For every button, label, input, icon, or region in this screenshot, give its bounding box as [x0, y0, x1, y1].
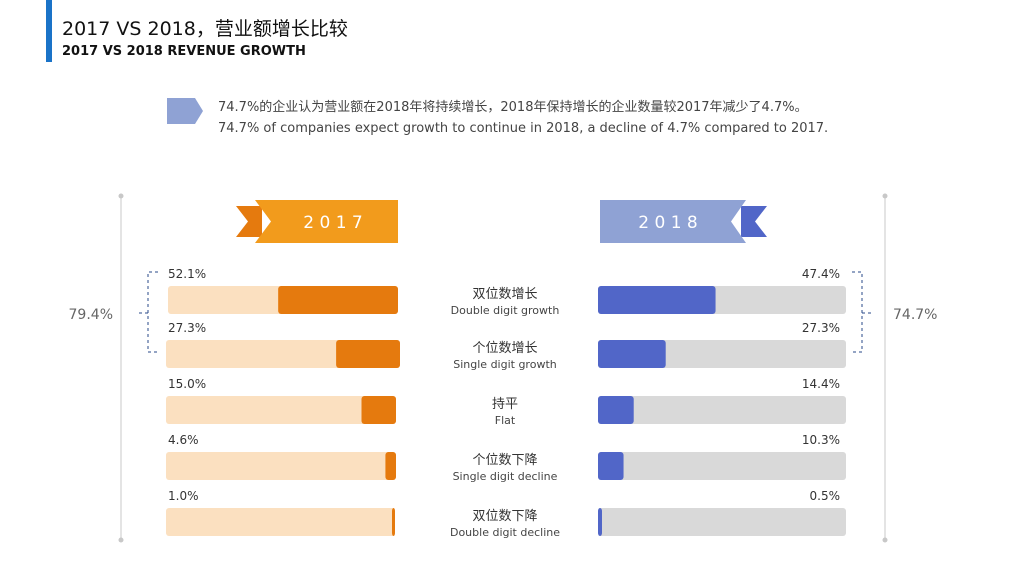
- page-title: 2017 VS 2018，营业额增长比较: [62, 18, 348, 40]
- bar-2017: [278, 286, 398, 314]
- data-label-2017: 4.6%: [168, 433, 199, 447]
- note-text-en: 74.7% of companies expect growth to cont…: [218, 121, 829, 136]
- category-label-en: Double digit growth: [451, 304, 560, 317]
- ruler-end-dot: [882, 193, 888, 199]
- bar-2018: [598, 508, 602, 536]
- category-label-zh: 双位数增长: [472, 287, 537, 302]
- note-text-zh: 74.7%的企业认为营业额在2018年将持续增长，2018年保持增长的企业数量较…: [218, 100, 808, 115]
- category-label-en: Single digit growth: [453, 358, 557, 371]
- bar-track-2018: [598, 396, 846, 424]
- banner-2017-tail-icon: [236, 206, 262, 237]
- banner-2018-tail-icon: [741, 206, 767, 237]
- ruler-end-dot: [118, 537, 124, 543]
- banner-2017-label: 2 0 1 7: [303, 213, 362, 233]
- bar-track-2018: [598, 452, 846, 480]
- data-label-2018: 10.3%: [802, 433, 840, 447]
- banner-2018: [600, 200, 746, 243]
- title-accent-bar: [46, 0, 52, 62]
- data-label-2018: 27.3%: [802, 321, 840, 335]
- bar-2018: [598, 340, 666, 368]
- data-label-2018: 14.4%: [802, 377, 840, 391]
- data-label-2017: 27.3%: [168, 321, 206, 335]
- category-label-zh: 双位数下降: [472, 509, 537, 524]
- banner-2017: [255, 200, 398, 243]
- bar-2017: [361, 396, 396, 424]
- data-label-2017: 1.0%: [168, 489, 199, 503]
- total-2017-label: 79.4%: [69, 307, 113, 323]
- bar-2017: [336, 340, 400, 368]
- bar-2017: [392, 508, 395, 536]
- bar-track-2017: [166, 452, 396, 480]
- category-label-zh: 个位数增长: [472, 341, 537, 356]
- category-label-en: Flat: [495, 414, 516, 427]
- bar-2018: [598, 286, 716, 314]
- ruler-end-dot: [882, 537, 888, 543]
- page-subtitle: 2017 VS 2018 REVENUE GROWTH: [62, 44, 306, 59]
- bar-track-2018: [598, 508, 846, 536]
- data-label-2018: 47.4%: [802, 267, 840, 281]
- category-label-zh: 个位数下降: [472, 453, 537, 468]
- total-bracket-2017: [147, 271, 158, 353]
- category-label-zh: 持平: [492, 397, 518, 412]
- note-arrow-icon: [167, 98, 203, 124]
- total-bracket-2018: [852, 271, 863, 353]
- total-2018-label: 74.7%: [893, 307, 937, 323]
- data-label-2017: 15.0%: [168, 377, 206, 391]
- category-label-en: Double digit decline: [450, 526, 560, 539]
- category-label-en: Single digit decline: [453, 470, 558, 483]
- bar-2018: [598, 452, 624, 480]
- banner-2018-label: 2 0 1 8: [638, 213, 697, 233]
- data-label-2017: 52.1%: [168, 267, 206, 281]
- bar-2017: [385, 452, 396, 480]
- bar-track-2017: [166, 396, 396, 424]
- ruler-end-dot: [118, 193, 124, 199]
- bar-2018: [598, 396, 634, 424]
- bar-track-2017: [166, 508, 395, 536]
- data-label-2018: 0.5%: [810, 489, 841, 503]
